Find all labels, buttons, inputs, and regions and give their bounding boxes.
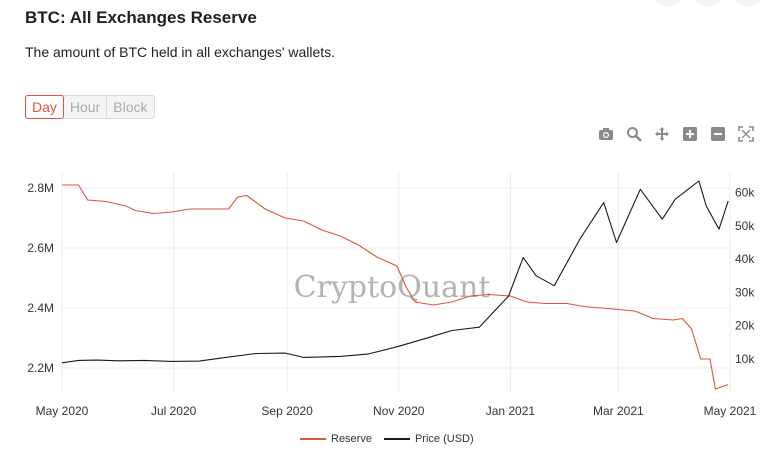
camera-icon[interactable] [597, 125, 615, 143]
zoom-icon[interactable] [625, 125, 643, 143]
y-left-tick-label: 2.4M [27, 301, 54, 315]
watermark: CryptoQuant [294, 270, 491, 305]
legend-item-reserve[interactable]: Reserve [300, 433, 372, 445]
y-left-tick-label: 2.6M [27, 241, 54, 255]
corner-decoration [735, 0, 761, 6]
reset-axes-icon[interactable] [737, 125, 755, 143]
series-line-reserve [62, 184, 729, 390]
y-left-tick-label: 2.8M [27, 181, 54, 195]
y-right-tick-label: 40k [735, 252, 755, 266]
legend-swatch-price [383, 438, 410, 440]
x-tick-label: Sep 2020 [261, 404, 313, 418]
corner-decoration [695, 0, 721, 6]
chart-legend: Reserve Price (USD) [300, 433, 474, 445]
zoom-out-icon[interactable] [709, 125, 727, 143]
y-right-tick-label: 50k [735, 219, 755, 233]
y-right-tick-label: 60k [735, 186, 755, 200]
corner-decoration [655, 0, 681, 6]
legend-label-reserve: Reserve [331, 433, 372, 445]
legend-item-price[interactable]: Price (USD) [383, 433, 474, 445]
x-tick-label: May 2021 [704, 404, 757, 418]
chart-toolbar [597, 125, 755, 143]
chart-series [61, 180, 729, 390]
tab-day[interactable]: Day [25, 95, 64, 119]
y-right-tick-label: 20k [735, 319, 755, 333]
legend-swatch-reserve [300, 438, 326, 440]
tab-hour[interactable]: Hour [64, 96, 108, 118]
zoom-in-icon[interactable] [681, 125, 699, 143]
y-left-tick-label: 2.2M [27, 361, 54, 375]
x-tick-label: May 2020 [36, 404, 89, 418]
x-tick-label: Jan 2021 [486, 404, 536, 418]
tab-block[interactable]: Block [113, 99, 148, 115]
page-title: BTC: All Exchanges Reserve [25, 8, 257, 27]
x-tick-label: Mar 2021 [593, 404, 644, 418]
series-line-price [61, 180, 729, 364]
legend-label-price: Price (USD) [414, 433, 474, 445]
chart-grid [61, 172, 731, 392]
resolution-tabs: Day Hour Block [25, 95, 155, 119]
chart-ticks: May 2020 Jul 2020 Sep 2020 Nov 2020 Jan 2021… [27, 181, 756, 418]
page-subtitle: The amount of BTC held in all exchanges'… [25, 44, 336, 60]
pan-icon[interactable] [653, 125, 671, 143]
x-tick-label: Nov 2020 [373, 404, 425, 418]
y-right-tick-label: 10k [735, 352, 755, 366]
x-tick-label: Jul 2020 [151, 404, 197, 418]
y-right-tick-label: 30k [735, 285, 755, 299]
